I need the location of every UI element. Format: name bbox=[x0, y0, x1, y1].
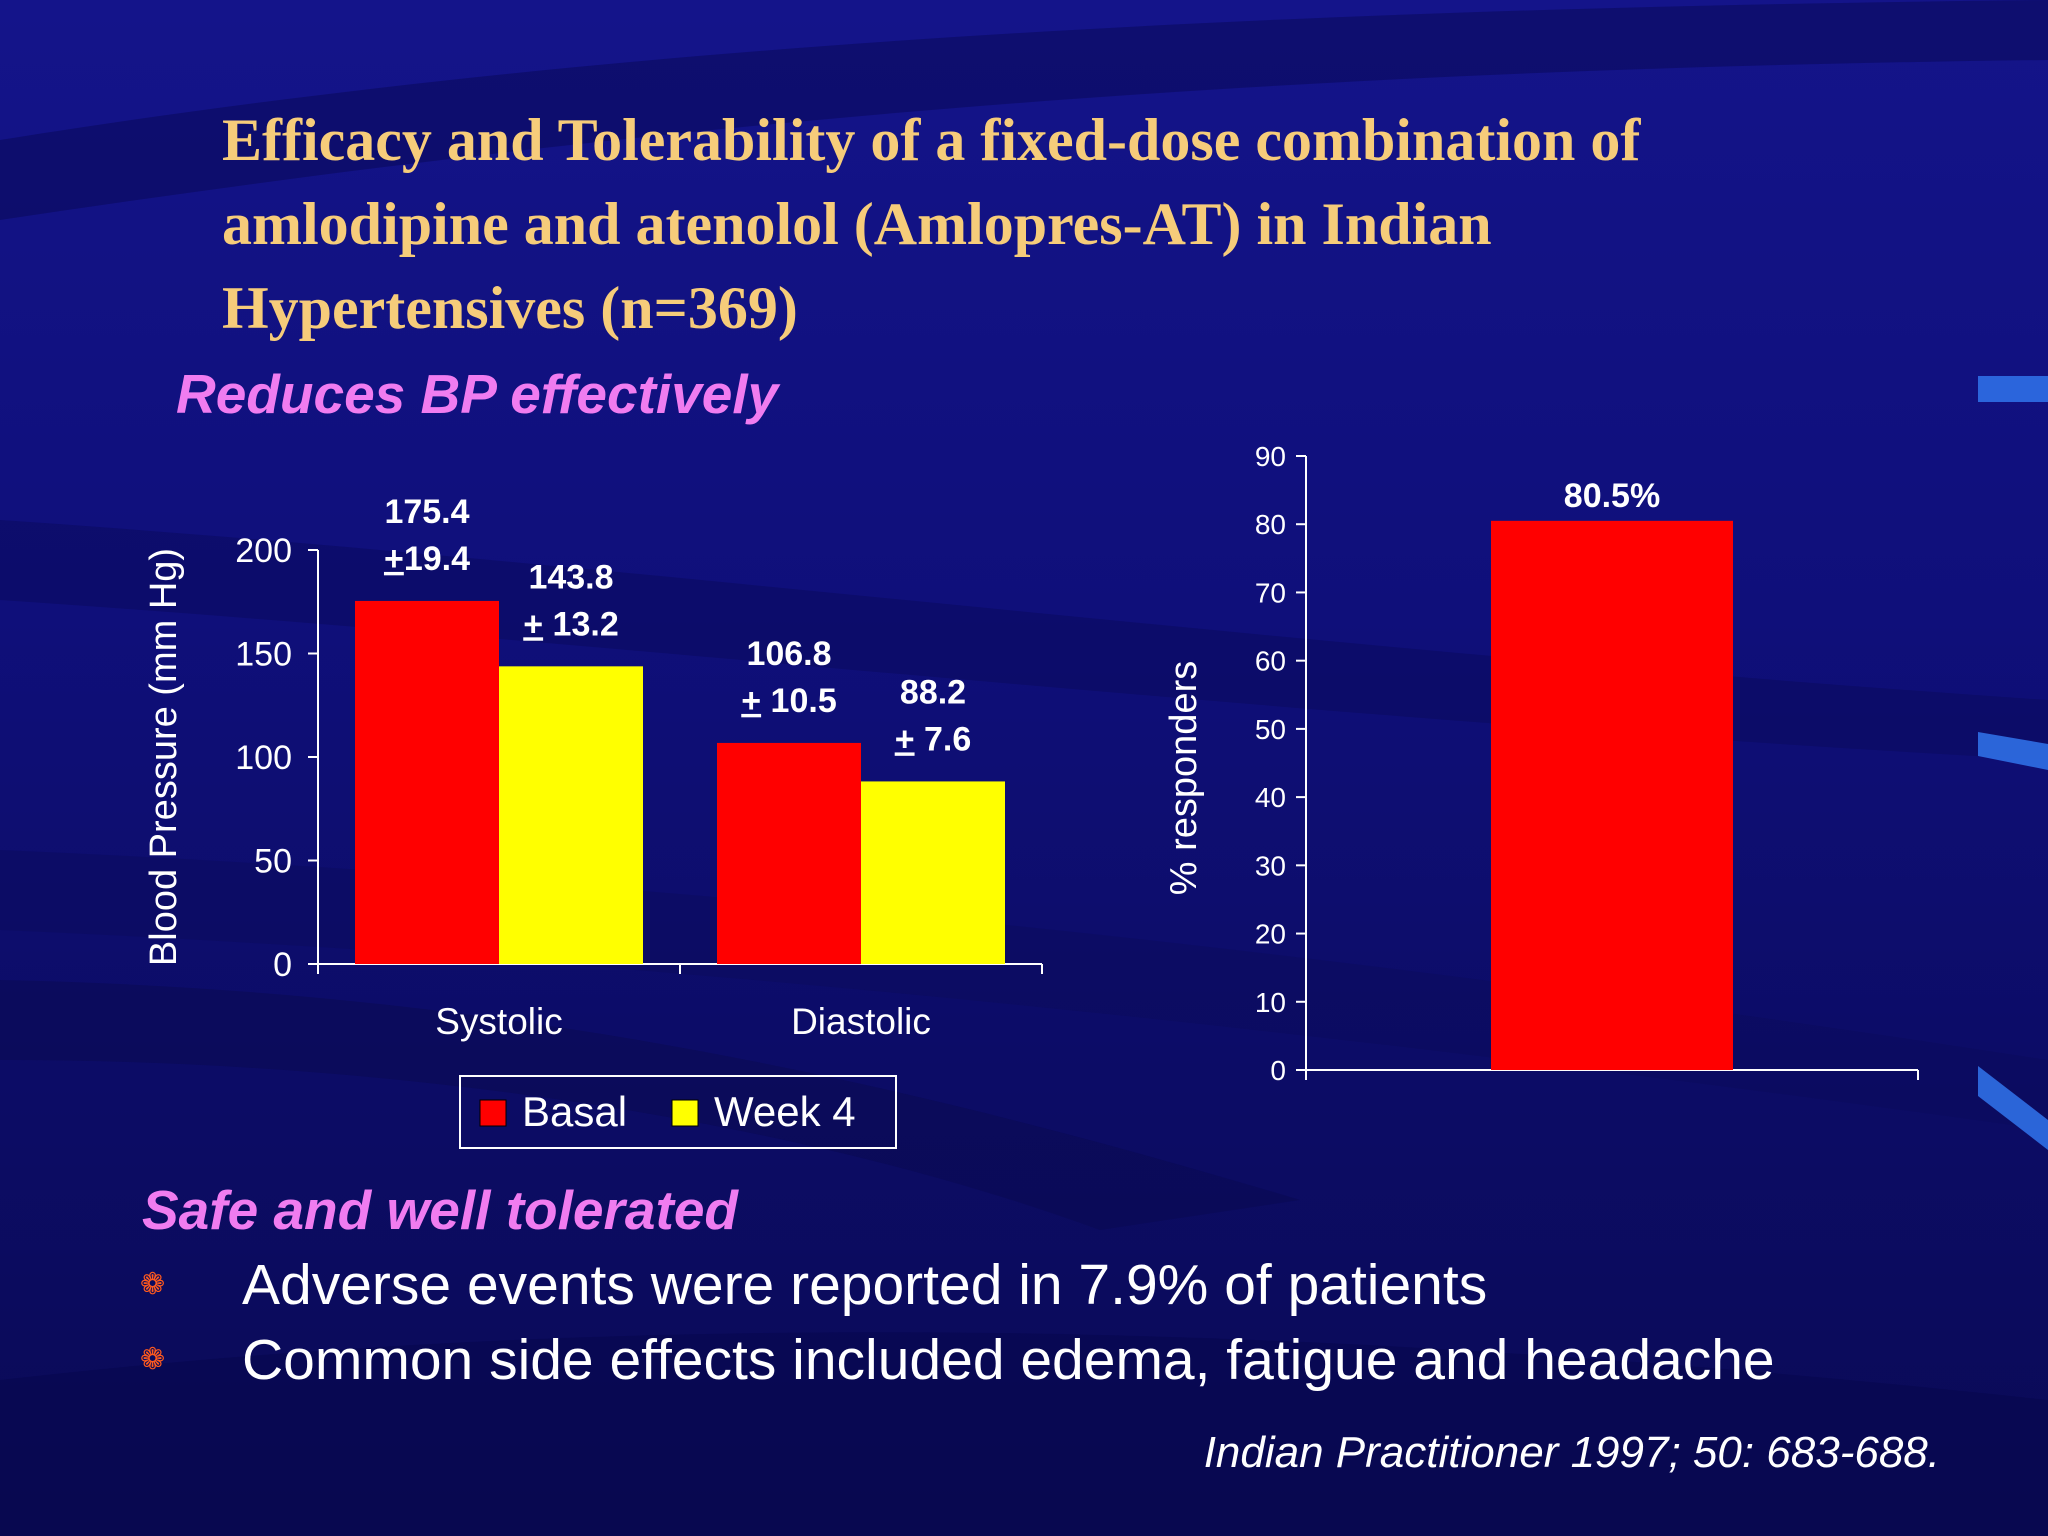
y-tick-label: 50 bbox=[1255, 714, 1286, 745]
data-label: 175.4 +19.4 bbox=[384, 493, 470, 578]
bar-week-4 bbox=[499, 666, 643, 964]
y-axis-title: Blood Pressure (mm Hg) bbox=[143, 548, 185, 966]
legend-label: Week 4 bbox=[714, 1088, 856, 1135]
y-tick-label: 20 bbox=[1255, 919, 1286, 950]
bar-week-4 bbox=[861, 781, 1005, 964]
bullet-text: Adverse events were reported in 7.9% of … bbox=[242, 1253, 1488, 1317]
citation: Indian Practitioner 1997; 50: 683-688. bbox=[1203, 1428, 1940, 1477]
legend-box bbox=[459, 1075, 897, 1149]
data-label: 143.8 + 13.2 bbox=[523, 558, 618, 643]
y-tick-label: 0 bbox=[273, 946, 292, 984]
y-tick-label: 150 bbox=[235, 636, 292, 674]
y-tick-label: 30 bbox=[1255, 850, 1286, 881]
subheading-reduces-bp: Reduces BP effectively bbox=[176, 363, 779, 425]
y-tick-label: 0 bbox=[1270, 1055, 1286, 1086]
category-label: Diastolic bbox=[791, 1001, 931, 1042]
y-tick-label: 200 bbox=[235, 532, 292, 570]
bar-responders bbox=[1491, 520, 1733, 1070]
y-tick-label: 100 bbox=[235, 739, 292, 777]
y-tick-label: 90 bbox=[1255, 441, 1286, 472]
legend-label: Basal bbox=[522, 1088, 627, 1135]
y-tick-label: 60 bbox=[1255, 646, 1286, 677]
y-tick-label: 80 bbox=[1255, 509, 1286, 540]
bar-basal bbox=[355, 600, 499, 964]
bullet-text: Common side effects included edema, fati… bbox=[242, 1328, 1775, 1392]
legend-swatch bbox=[479, 1099, 507, 1127]
y-tick-label: 50 bbox=[254, 843, 292, 881]
y-axis-title: % responders bbox=[1163, 661, 1205, 895]
subheading-safe: Safe and well tolerated bbox=[142, 1179, 739, 1241]
flower-bullet-icon: ❁ bbox=[140, 1343, 166, 1376]
legend-swatch bbox=[671, 1099, 699, 1127]
y-tick-label: 40 bbox=[1255, 782, 1286, 813]
data-label: 80.5% bbox=[1564, 477, 1660, 515]
data-label: 88.2 + 7.6 bbox=[895, 673, 972, 758]
slide-title: Efficacy and Tolerability of a fixed-dos… bbox=[222, 107, 1641, 341]
y-tick-label: 10 bbox=[1255, 987, 1286, 1018]
bar-basal bbox=[717, 742, 861, 964]
data-label: 106.8 + 10.5 bbox=[741, 635, 836, 720]
flower-bullet-icon: ❁ bbox=[140, 1268, 166, 1301]
y-tick-label: 70 bbox=[1255, 577, 1286, 608]
category-label: Systolic bbox=[435, 1001, 562, 1042]
